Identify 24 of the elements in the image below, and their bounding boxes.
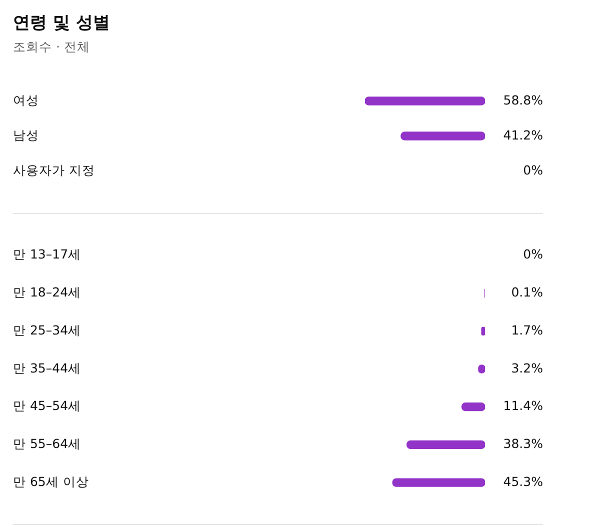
data-label: 0.1% [511,284,544,300]
data-label: 58.8% [503,92,544,108]
data-label: 0% [523,162,544,178]
y-tick-label: 만 18–24세 [13,284,82,300]
y-tick-label: 만 25–34세 [13,322,82,338]
data-label: 11.4% [503,398,544,414]
data-label: 41.2% [503,127,544,142]
y-tick-label: 남성 [13,127,39,142]
bar [406,440,485,450]
data-label: 38.3% [503,436,544,451]
bar [392,478,485,487]
text: 연령 및 성별 [13,12,110,34]
data-label: 3.2% [511,360,544,376]
y-tick-label: 사용자가 지정 [13,162,95,178]
data-label: 1.7% [511,322,544,338]
y-tick-label: 만 13–17세 [13,246,82,262]
y-tick-label: 만 35–44세 [13,360,82,376]
y-tick-label: 만 45–54세 [13,398,82,414]
y-tick-label: 만 55–64세 [13,436,82,451]
data-label: 0% [523,246,544,262]
text: 조회수 · 전체 [13,39,90,56]
data-label: 45.3% [503,474,544,489]
y-tick-label: 만 65세 이상 [13,474,89,489]
y-tick-label: 여성 [13,92,39,108]
